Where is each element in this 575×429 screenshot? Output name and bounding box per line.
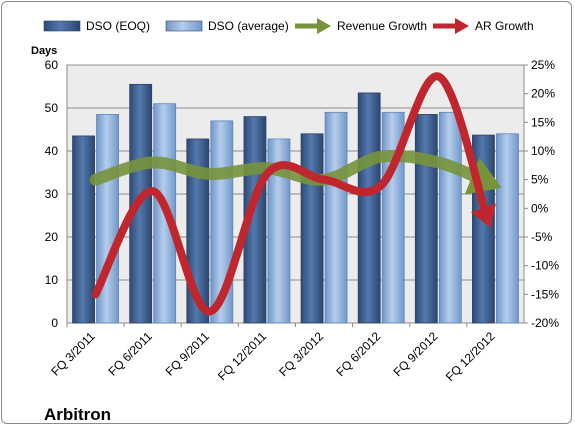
plot-area: 0 10 20 30 40 50 60 -20% -15% -10% -5% 0% 5% 10% 15% 20… xyxy=(45,58,560,384)
y-left-axis-title: Days xyxy=(31,45,57,57)
x-tick-label: FQ 12/2012 xyxy=(443,329,498,384)
y-left-tick-label: 10 xyxy=(45,273,59,287)
ar-growth-line xyxy=(91,72,491,316)
y-left-tick-label: 60 xyxy=(45,58,59,72)
ar-growth-arrowhead xyxy=(470,203,496,228)
y-right-tick-label: -20% xyxy=(531,316,559,330)
y-left-tick-label: 40 xyxy=(45,144,59,158)
x-tick-label: FQ 9/2011 xyxy=(163,329,213,379)
legend-arrow-revenue-growth xyxy=(317,18,331,34)
y-left-tick-label: 20 xyxy=(45,230,59,244)
legend-label-ar-growth: AR Growth xyxy=(475,19,534,33)
bar-dso-eoq xyxy=(414,114,438,324)
bar-dso-average xyxy=(381,111,405,324)
y-right-tick-label: -10% xyxy=(531,259,559,273)
company-label: Arbitron xyxy=(44,405,111,424)
legend-swatch-dso-average xyxy=(165,20,203,32)
bar-dso-average xyxy=(496,133,519,324)
x-tick-label: FQ 9/2012 xyxy=(390,329,440,379)
y-right-tick-label: -15% xyxy=(531,287,559,301)
y-right-tick-label: 5% xyxy=(531,173,549,187)
x-tick-label: FQ 3/2012 xyxy=(276,329,326,379)
y-left-tick-label: 30 xyxy=(45,187,59,201)
y-right-tick-label: 25% xyxy=(531,58,555,72)
bar-dso-average xyxy=(324,111,348,324)
legend-arrow-ar-growth xyxy=(455,18,469,34)
legend-swatch-dso-eoq xyxy=(43,20,81,32)
legend-label-revenue-growth: Revenue Growth xyxy=(337,19,427,33)
y-left-tick-label: 50 xyxy=(45,101,59,115)
legend-label-dso-average: DSO (average) xyxy=(208,19,289,33)
legend-label-dso-eoq: DSO (EOQ) xyxy=(86,19,150,33)
x-tick-label: FQ 6/2012 xyxy=(333,329,383,379)
bar-dso-average xyxy=(438,111,462,324)
bar-dso-eoq xyxy=(72,135,95,324)
revenue-growth-line xyxy=(89,149,493,188)
bar-dso-average xyxy=(267,138,291,324)
y-right-tick-label: 10% xyxy=(531,144,555,158)
y-left-tick-label: 0 xyxy=(51,316,58,330)
chart-frame: DSO (EOQ) DSO (average) Revenue Growth AR G… xyxy=(1,1,572,424)
x-tick-label: FQ 6/2011 xyxy=(105,329,155,379)
y-right-tick-label: 15% xyxy=(531,115,555,129)
legend: DSO (EOQ) DSO (average) Revenue Growth AR G… xyxy=(43,18,534,34)
x-tick-label: FQ 3/2011 xyxy=(48,329,98,379)
y-right-tick-label: 20% xyxy=(531,87,555,101)
y-right-tick-label: -5% xyxy=(531,230,553,244)
y-right-tick-label: 0% xyxy=(531,201,549,215)
bar-dso-eoq xyxy=(300,133,324,324)
bar-dso-eoq xyxy=(357,92,381,324)
x-tick-label: FQ 12/2011 xyxy=(215,329,269,383)
